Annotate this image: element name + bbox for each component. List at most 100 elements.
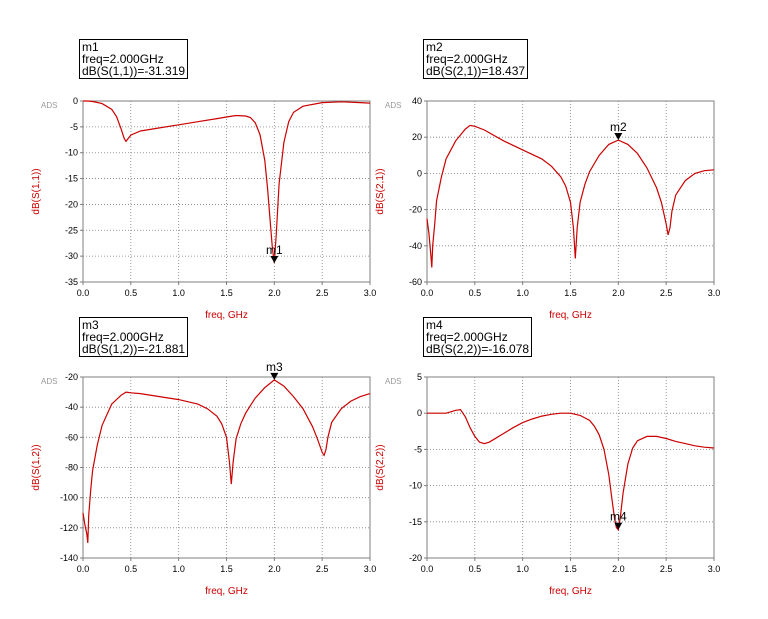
marker-triangle [270,372,279,380]
marker-value: dB(S(1,1))=-31.319 [82,64,186,78]
y-tick-label: -100 [60,493,78,503]
x-axis-label: freq, GHz [549,586,592,597]
x-tick-label: 1.5 [564,564,577,574]
y-tick-label: -5 [70,122,78,132]
x-tick-label: 2.0 [612,288,625,298]
x-tick-label: 3.0 [708,564,721,574]
y-tick-label: -40 [409,241,422,251]
y-tick-label: -10 [65,148,78,158]
x-tick-label: 0.0 [421,564,434,574]
y-tick-label: 0 [417,168,422,178]
series-line [82,379,371,543]
y-tick-label: -20 [65,372,78,382]
marker-name: m3 [82,318,99,332]
chart-panel-2: ADS 0.0 0.5 1.0 1.5 2.0 2.5 3.0 40 20 0 -20 -40 -60 fr… [375,96,720,321]
x-tick-label: 2.5 [660,288,673,298]
y-tick-label: -5 [414,444,422,454]
marker-name: m2 [426,40,443,54]
x-tick-label: 2.0 [612,564,625,574]
x-tick-label: 3.0 [364,564,377,574]
x-tick-label: 0.0 [77,288,90,298]
y-tick-label: -60 [409,277,422,287]
x-tick-label: 1.5 [220,564,233,574]
chart-panel-4: ADS 0.0 0.5 1.0 1.5 2.0 2.5 3.0 5 0 -5 -10 -15 -20 fre… [375,372,720,597]
chart-panel-1: ADS 0.0 0.5 1.0 1.5 2.0 2.5 3.0 0 -5 -10 -15 -20 -25 -… [31,96,376,321]
y-tick-label: -140 [60,553,78,563]
x-axis-label: freq, GHz [205,310,248,321]
x-tick-label: 2.5 [316,288,329,298]
y-axis-label: dB(S(1,1)) [31,168,42,214]
ads-watermark: ADS [41,101,57,110]
x-tick-label: 3.0 [364,288,377,298]
marker-label: m3 [266,360,283,374]
marker-freq: freq=2.000GHz [426,330,508,344]
x-tick-label: 2.5 [660,564,673,574]
y-tick-label: -60 [65,432,78,442]
x-tick-label: 1.5 [220,288,233,298]
marker-label: m4 [610,510,627,524]
x-tick-label: 0.5 [469,564,482,574]
x-tick-label: 1.5 [564,288,577,298]
y-tick-label: 20 [412,132,422,142]
ads-watermark: ADS [385,101,401,110]
marker-triangle [614,522,623,530]
ads-watermark: ADS [41,377,57,386]
marker-label: m2 [610,120,627,134]
x-tick-label: 1.0 [516,564,529,574]
x-tick-label: 2.0 [268,288,281,298]
marker-triangle [614,133,623,141]
x-tick-label: 0.0 [421,288,434,298]
x-tick-label: 1.0 [516,288,529,298]
marker-value: dB(S(2,2))=-16.078 [426,342,530,356]
x-tick-label: 1.0 [172,564,185,574]
x-tick-label: 2.5 [316,564,329,574]
y-tick-label: -20 [409,553,422,563]
marker-freq: freq=2.000GHz [426,52,508,66]
y-tick-label: -40 [65,402,78,412]
x-axis-label: freq, GHz [205,586,248,597]
x-tick-label: 0.0 [77,564,90,574]
y-axis-label: dB(S(2,2)) [375,444,386,490]
ads-watermark: ADS [385,377,401,386]
series-line [426,124,715,268]
y-tick-label: -20 [409,205,422,215]
y-tick-label: 0 [73,96,78,106]
y-tick-label: -15 [409,517,422,527]
y-tick-label: -20 [65,199,78,209]
y-tick-label: -25 [65,225,78,235]
y-tick-label: 40 [412,96,422,106]
x-tick-label: 0.5 [125,564,138,574]
x-tick-label: 0.5 [125,288,138,298]
marker-readout-m1: m1 freq=2.000GHz dB(S(1,1))=-31.319 [79,39,189,79]
chart-panel-3: ADS 0.0 0.5 1.0 1.5 2.0 2.5 3.0 -20 -40 -60 -80 -100… [31,360,376,597]
marker-value: dB(S(1,2))=-21.881 [82,342,186,356]
x-axis-label: freq, GHz [549,310,592,321]
marker-freq: freq=2.000GHz [82,52,164,66]
x-tick-label: 0.5 [469,288,482,298]
marker-freq: freq=2.000GHz [82,330,164,344]
y-tick-label: 5 [417,372,422,382]
x-tick-label: 2.0 [268,564,281,574]
marker-readout-m2: m2 freq=2.000GHz dB(S(2,1))=18.437 [423,39,529,79]
marker-name: m4 [426,318,443,332]
y-tick-label: -35 [65,277,78,287]
marker-readout-m3: m3 freq=2.000GHz dB(S(1,2))=-21.881 [79,317,189,357]
y-axis-label: dB(S(2,1)) [375,168,386,214]
marker-name: m1 [82,40,99,54]
y-tick-label: -15 [65,174,78,184]
x-tick-label: 3.0 [708,288,721,298]
y-tick-label: -10 [409,481,422,491]
marker-triangle [270,255,279,263]
y-tick-label: 0 [417,408,422,418]
marker-value: dB(S(2,1))=18.437 [426,64,526,78]
series-line [83,100,371,263]
y-axis-label: dB(S(1,2)) [31,444,42,490]
marker-label: m1 [266,243,283,257]
series-line [427,408,715,532]
y-tick-label: -30 [65,251,78,261]
x-tick-label: 1.0 [172,288,185,298]
marker-readout-m4: m4 freq=2.000GHz dB(S(2,2))=-16.078 [423,317,533,357]
y-tick-label: -80 [65,463,78,473]
y-tick-label: -120 [60,523,78,533]
